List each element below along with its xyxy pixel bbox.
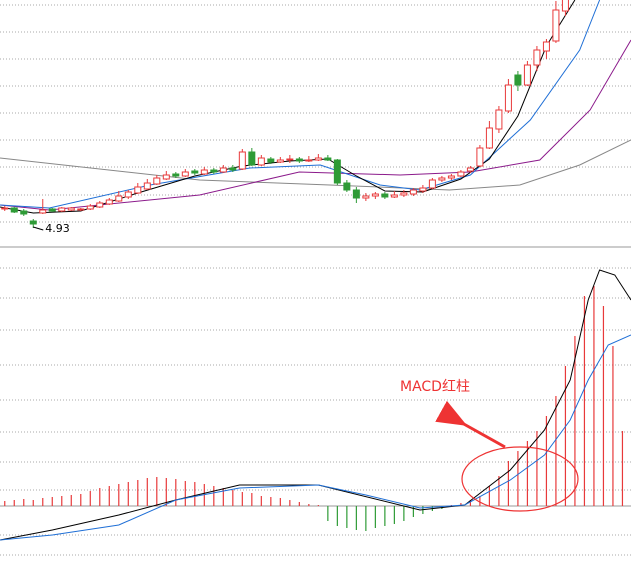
candle-body (29, 220, 37, 225)
candle-body (419, 187, 427, 192)
candle-body (476, 147, 484, 167)
candle-body (67, 207, 75, 211)
candle-body (295, 158, 303, 162)
candle-body (428, 179, 436, 189)
candle-body (485, 127, 493, 149)
candle-body (552, 9, 560, 42)
candle-body (238, 151, 246, 170)
candle-body (267, 158, 275, 163)
candle-body (105, 199, 113, 205)
candle-body (124, 191, 132, 198)
macd-panel (0, 267, 631, 556)
candle-body (381, 193, 389, 198)
candle-body (200, 169, 208, 175)
candle-body (10, 207, 18, 213)
candle-body (248, 151, 256, 166)
candle-body (438, 177, 446, 181)
candle-body (504, 84, 512, 112)
annotation-arrow (435, 400, 506, 449)
candle-body (219, 167, 227, 173)
candle-body (286, 158, 294, 161)
candle-body (276, 159, 284, 163)
low-price-label: 4.93 (45, 222, 70, 235)
macd-annotation: MACD红柱 (400, 379, 470, 395)
candle-body (514, 74, 522, 86)
indicator-line (0, 334, 631, 541)
candle-body (523, 64, 531, 86)
candle-body (1, 207, 9, 210)
candle-body (191, 170, 199, 174)
candle-body (181, 171, 189, 177)
candle-body (77, 208, 85, 211)
candle-body (257, 157, 265, 166)
price-panel: 4.93 (0, 0, 631, 235)
highlight-ellipse (461, 446, 579, 512)
candle-body (466, 167, 474, 172)
candle-body (86, 205, 94, 210)
indicator-line (0, 139, 631, 191)
candle-body (143, 182, 151, 190)
candle-body (210, 169, 218, 173)
candle-body (447, 175, 455, 179)
candle-body (172, 173, 180, 177)
candle-body (542, 41, 550, 52)
candle-body (457, 171, 465, 177)
candle-body (409, 189, 417, 195)
candle-body (39, 209, 47, 214)
candle-body (343, 182, 351, 191)
indicator-line (0, 0, 576, 214)
low-pointer (33, 226, 44, 231)
candle-body (134, 186, 142, 194)
candle-body (352, 189, 360, 199)
candle-body (371, 193, 379, 197)
candle-body (314, 157, 322, 161)
candle-body (333, 159, 341, 184)
candle-body (229, 167, 237, 171)
candle-body (305, 159, 313, 162)
candle-body (400, 192, 408, 196)
candle-body (495, 109, 503, 130)
candle-body (561, 0, 569, 12)
candle-body (153, 177, 161, 185)
candle-body (362, 195, 370, 199)
candle-body (533, 49, 541, 66)
candle-body (390, 194, 398, 198)
candle-body (20, 210, 28, 215)
candle-body (48, 208, 56, 212)
candle-body (96, 202, 104, 208)
candle-body (162, 174, 170, 180)
candle-body (58, 207, 66, 212)
candle-body (324, 157, 332, 161)
indicator-line (0, 0, 601, 209)
candle-body (115, 195, 123, 202)
